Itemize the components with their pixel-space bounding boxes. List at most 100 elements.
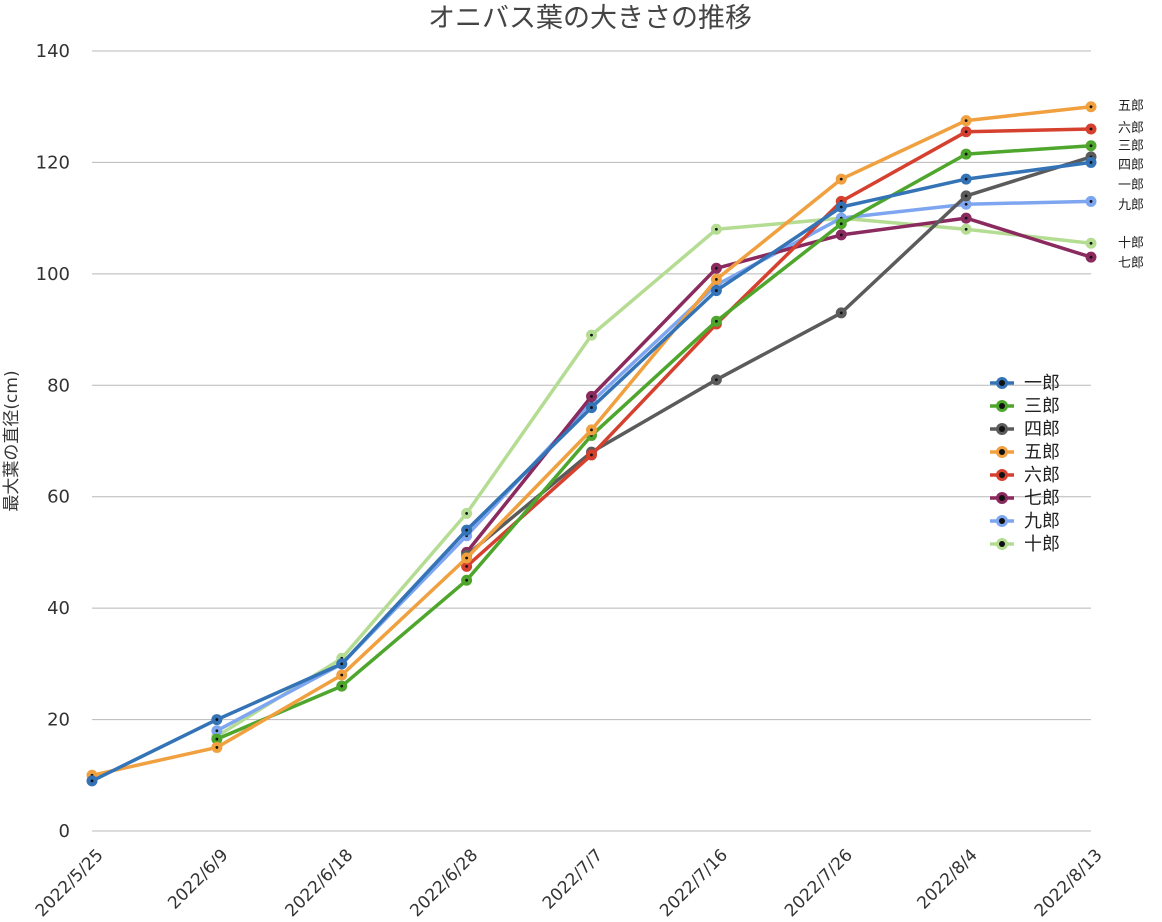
legend-label-6: 七郎 xyxy=(1024,488,1060,509)
x-tick-6: 2022/7/26 xyxy=(781,845,857,921)
series-3 xyxy=(461,212,1097,558)
end-label-3: 三郎 xyxy=(1118,139,1144,154)
series-line-5 xyxy=(464,127,1093,569)
x-tick-7: 2022/8/4 xyxy=(914,845,982,913)
point-core-s6-5 xyxy=(714,319,718,323)
legend-item-5: 六郎 xyxy=(990,465,1060,486)
point-core-s5-3 xyxy=(465,564,469,568)
point-core-s3-5 xyxy=(714,266,718,270)
point-core-s7-1 xyxy=(215,746,219,749)
series-line-6 xyxy=(215,143,1093,741)
x-tick-3: 2022/6/28 xyxy=(406,845,482,921)
end-label-8: 七郎 xyxy=(1118,256,1144,271)
series-line-3 xyxy=(464,216,1093,555)
y-tick-40: 40 xyxy=(47,598,70,619)
point-core-s6-7 xyxy=(964,152,968,156)
series-line-8 xyxy=(90,160,1093,783)
point-core-s6-2 xyxy=(340,684,344,688)
x-tick-0: 2022/5/25 xyxy=(32,845,108,921)
point-core-s3-8 xyxy=(1089,255,1093,259)
point-core-s4-7 xyxy=(964,194,968,198)
end-label-1: 五郎 xyxy=(1118,99,1144,114)
chart-title: オニバス葉の大きさの推移 xyxy=(428,3,752,34)
legend-swatch-core-8 xyxy=(999,541,1005,547)
series-line-4 xyxy=(464,155,1093,557)
end-label-6: 九郎 xyxy=(1118,198,1144,213)
end-label-2: 六郎 xyxy=(1118,121,1144,136)
point-core-s5-4 xyxy=(590,453,593,457)
x-tick-labels: 2022/5/25 2022/6/9 2022/6/18 2022/6/28 2022/… xyxy=(32,845,1107,921)
legend-swatch-core-7 xyxy=(999,518,1005,524)
point-core-s8-7 xyxy=(964,177,968,181)
y-tick-20: 20 xyxy=(47,710,70,731)
point-core-s1-8 xyxy=(1089,241,1093,245)
point-core-s8-4 xyxy=(590,406,593,409)
point-core-s7-7 xyxy=(964,119,968,123)
point-core-s6-6 xyxy=(839,222,843,226)
point-core-s1-4 xyxy=(590,333,593,337)
point-core-s7-4 xyxy=(590,428,593,432)
x-tick-5: 2022/7/16 xyxy=(656,845,732,921)
y-tick-labels: 0 20 40 60 80 100 120 140 xyxy=(36,41,70,842)
legend-label-7: 九郎 xyxy=(1024,511,1060,532)
point-core-s6-1 xyxy=(215,737,219,741)
series-1 xyxy=(211,212,1097,742)
legend-item-1: 一郎 xyxy=(990,373,1060,394)
point-core-s7-2 xyxy=(340,673,344,677)
point-core-s2-8 xyxy=(1089,200,1093,203)
legend-label-5: 六郎 xyxy=(1024,465,1060,486)
legend-label-4: 五郎 xyxy=(1024,442,1060,463)
legend-label-2: 三郎 xyxy=(1024,396,1060,417)
legend-swatch-core-3 xyxy=(999,426,1005,432)
point-core-s3-6 xyxy=(839,233,843,237)
point-core-s5-7 xyxy=(964,130,968,134)
point-core-s8-8 xyxy=(1089,161,1093,164)
x-tick-8: 2022/8/13 xyxy=(1031,845,1107,921)
end-label-4: 四郎 xyxy=(1118,158,1144,173)
legend-label-3: 四郎 xyxy=(1024,419,1060,440)
y-tick-120: 120 xyxy=(36,152,70,173)
legend-label-8: 十郎 xyxy=(1024,534,1060,555)
point-core-s1-3 xyxy=(465,512,469,515)
point-core-s8-1 xyxy=(215,718,219,721)
legend-swatch-core-6 xyxy=(999,495,1005,501)
legend-swatch-core-1 xyxy=(999,380,1005,386)
legend-swatch-core-2 xyxy=(999,403,1005,409)
series-8 xyxy=(86,156,1097,787)
x-tick-1: 2022/6/9 xyxy=(164,845,232,913)
point-core-s2-7 xyxy=(964,202,968,206)
point-core-s8-0 xyxy=(90,779,94,783)
point-core-s2-1 xyxy=(215,729,219,733)
point-core-s6-8 xyxy=(1089,144,1093,148)
y-tick-0: 0 xyxy=(59,821,70,842)
point-core-s1-5 xyxy=(714,227,718,231)
point-core-s4-6 xyxy=(839,311,843,315)
legend-item-6: 七郎 xyxy=(990,488,1060,509)
point-core-s7-8 xyxy=(1089,105,1093,109)
y-tick-140: 140 xyxy=(36,41,70,62)
legend-item-4: 五郎 xyxy=(990,442,1060,463)
legend-item-3: 四郎 xyxy=(990,419,1060,440)
y-tick-60: 60 xyxy=(47,487,70,508)
y-tick-100: 100 xyxy=(36,264,70,285)
legend-swatch-core-5 xyxy=(999,472,1005,478)
end-label-7: 十郎 xyxy=(1118,236,1144,251)
point-core-s5-8 xyxy=(1089,127,1093,131)
end-label-5: 一郎 xyxy=(1118,178,1144,193)
legend-item-7: 九郎 xyxy=(990,511,1060,532)
legend-swatch-core-4 xyxy=(999,449,1005,455)
point-core-s6-3 xyxy=(465,578,469,582)
point-core-s3-7 xyxy=(964,216,968,220)
point-core-s7-5 xyxy=(714,278,718,281)
point-core-s8-3 xyxy=(465,528,469,532)
point-core-s8-5 xyxy=(714,289,718,292)
legend-item-2: 三郎 xyxy=(990,396,1060,417)
x-tick-2: 2022/6/18 xyxy=(282,845,358,921)
point-core-s3-4 xyxy=(590,395,593,398)
series-layer xyxy=(86,101,1097,787)
legend-item-8: 十郎 xyxy=(990,534,1060,555)
point-core-s1-7 xyxy=(964,227,968,231)
